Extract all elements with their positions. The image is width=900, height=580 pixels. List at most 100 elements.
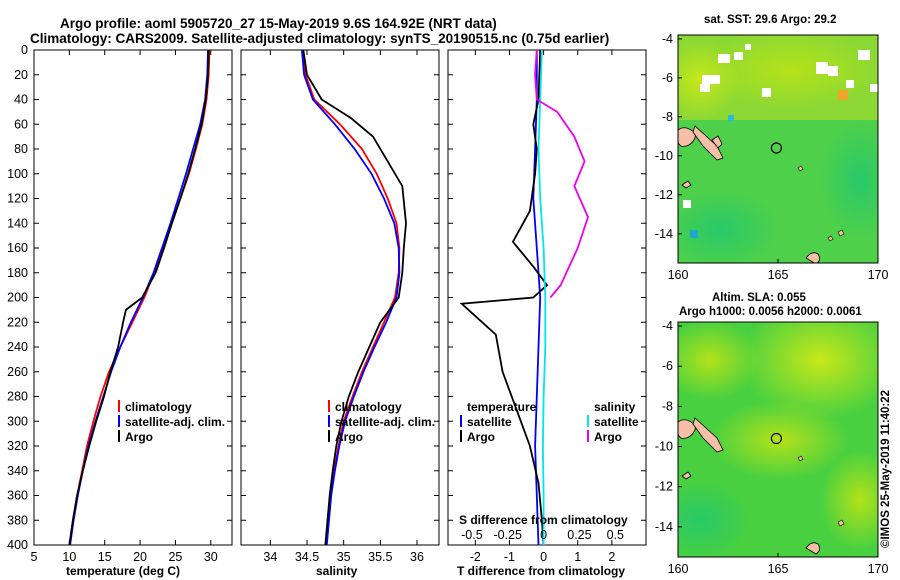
x-tick-label: 5 bbox=[31, 550, 38, 564]
s-difference-axis-label: S difference from climatology bbox=[459, 513, 628, 527]
depth-tick-label: 100 bbox=[7, 167, 28, 181]
depth-tick-label: 20 bbox=[14, 68, 28, 82]
s-diff-tick-label: -0.5 bbox=[461, 528, 483, 542]
x-tick-label: 15 bbox=[98, 550, 112, 564]
depth-axis: 0 20 40 60 80 100 120 140 160 180 200 220 240 260 280 3… bbox=[7, 43, 646, 552]
series-line-satellite-adj-clim- bbox=[301, 50, 401, 545]
depth-tick-label: 160 bbox=[7, 241, 28, 255]
depth-tick-label: 0 bbox=[21, 43, 28, 57]
map-y-tick-label: -8 bbox=[662, 110, 673, 124]
argo-position-marker bbox=[770, 142, 783, 154]
map-y-tick-label: -6 bbox=[662, 71, 673, 85]
t-difference-axis-label: T difference from climatology bbox=[457, 564, 625, 578]
sla-map-axes: 160 165 170 -4 -6 -8 -10 -12 -14 bbox=[655, 319, 889, 576]
depth-tick-label: 120 bbox=[7, 192, 28, 206]
depth-tick-label: 220 bbox=[7, 315, 28, 329]
legend-t-satellite-label: satellite bbox=[467, 415, 512, 429]
depth-tick-label: 60 bbox=[14, 117, 28, 131]
sla-map-subtitle: Argo h1000: 0.0056 h2000: 0.0061 bbox=[679, 306, 862, 318]
map-y-tick-label: -14 bbox=[655, 520, 673, 534]
legend-s-satellite-label: satellite bbox=[594, 415, 639, 429]
x-tick-label: 34.5 bbox=[295, 550, 319, 564]
salinity-plot-frame bbox=[240, 49, 440, 546]
legend-satellite-label: satellite-adj. clim. bbox=[335, 415, 435, 429]
series-line-s-argo bbox=[534, 50, 589, 299]
temperature-legend: climatology satellite-adj. clim. Argo bbox=[118, 400, 225, 444]
temperature-lines bbox=[68, 50, 211, 545]
temperature-x-axis: 5 10 15 20 25 30 bbox=[31, 50, 218, 564]
series-line-argo bbox=[68, 50, 210, 545]
map-x-tick-label: 165 bbox=[768, 268, 789, 282]
temperature-axis-label: temperature (deg C) bbox=[66, 564, 180, 578]
series-line-t-argo bbox=[459, 50, 549, 545]
x-tick-label: 35 bbox=[337, 550, 351, 564]
s-diff-tick-label: 0.5 bbox=[607, 528, 624, 542]
series-line-s-satellite bbox=[537, 50, 547, 545]
s-diff-tick-label: 0 bbox=[540, 528, 547, 542]
sla-map-title: Altim. SLA: 0.055 bbox=[712, 292, 807, 304]
difference-lines bbox=[459, 50, 589, 545]
depth-tick-label: 400 bbox=[7, 538, 28, 552]
salinity-x-axis: 34 34.5 35 35.5 36 bbox=[263, 50, 424, 564]
figure-title-line1: Argo profile: aoml 5905720_27 15-May-201… bbox=[60, 16, 497, 31]
map-y-tick-label: -8 bbox=[662, 399, 673, 413]
legend-s-argo-label: Argo bbox=[594, 430, 622, 444]
depth-tick-label: 260 bbox=[7, 365, 28, 379]
s-difference-tick-labels: -0.5 -0.25 0 0.25 0.5 bbox=[461, 528, 624, 542]
depth-tick-label: 340 bbox=[7, 464, 28, 478]
sst-map-title: sat. SST: 29.6 Argo: 29.2 bbox=[704, 14, 837, 26]
series-line-argo bbox=[302, 50, 407, 545]
x-tick-label: 34 bbox=[263, 550, 277, 564]
map-x-tick-label: 160 bbox=[668, 268, 689, 282]
legend-satellite-label: satellite-adj. clim. bbox=[125, 415, 225, 429]
figure-title-line2: Climatology: CARS2009. Satellite-adjuste… bbox=[30, 31, 609, 46]
map-y-tick-label: -4 bbox=[662, 32, 673, 46]
depth-tick-label: 320 bbox=[7, 439, 28, 453]
x-tick-label: 36 bbox=[410, 550, 424, 564]
legend-temperature-title: temperature bbox=[467, 400, 537, 414]
map-y-tick-label: -12 bbox=[655, 188, 673, 202]
depth-tick-label: 200 bbox=[7, 291, 28, 305]
depth-tick-label: 380 bbox=[7, 513, 28, 527]
map-y-tick-label: -12 bbox=[655, 480, 673, 494]
sst-map-axes: 160 165 170 -4 -6 -8 -10 -12 -14 bbox=[655, 32, 889, 282]
difference-legend: temperature satellite Argo salinity sate… bbox=[460, 400, 639, 444]
map-x-tick-label: 170 bbox=[868, 268, 889, 282]
legend-salinity-title: salinity bbox=[594, 400, 636, 414]
legend-t-argo-label: Argo bbox=[467, 430, 495, 444]
depth-tick-label: 280 bbox=[7, 390, 28, 404]
x-tick-label: 2 bbox=[608, 550, 615, 564]
x-tick-label: 10 bbox=[62, 550, 76, 564]
depth-tick-label: 180 bbox=[7, 266, 28, 280]
difference-plot-frame bbox=[447, 49, 647, 546]
s-diff-tick-label: -0.25 bbox=[493, 528, 522, 542]
s-diff-tick-label: 0.25 bbox=[567, 528, 591, 542]
map-x-tick-label: 170 bbox=[868, 562, 889, 576]
x-tick-label: 35.5 bbox=[368, 550, 392, 564]
legend-climatology-label: climatology bbox=[125, 400, 192, 414]
legend-argo-label: Argo bbox=[125, 430, 153, 444]
depth-tick-label: 300 bbox=[7, 414, 28, 428]
map-x-tick-label: 165 bbox=[768, 562, 789, 576]
map-y-tick-label: -4 bbox=[662, 319, 673, 333]
salinity-legend: climatology satellite-adj. clim. Argo bbox=[328, 400, 435, 444]
depth-tick-label: 240 bbox=[7, 340, 28, 354]
map-y-tick-label: -10 bbox=[655, 440, 673, 454]
x-tick-label: 0 bbox=[540, 550, 547, 564]
map-y-tick-label: -10 bbox=[655, 149, 673, 163]
argo-position-marker bbox=[770, 432, 783, 445]
map-y-tick-label: -6 bbox=[662, 359, 673, 373]
depth-tick-label: 80 bbox=[14, 142, 28, 156]
legend-argo-label: Argo bbox=[335, 430, 363, 444]
timestamp: ©IMOS 25-May-2019 11:40:22 bbox=[880, 389, 892, 548]
series-line-t-satellite bbox=[532, 50, 542, 545]
map-x-tick-label: 160 bbox=[668, 562, 689, 576]
x-tick-label: -2 bbox=[470, 550, 481, 564]
map-y-tick-label: -14 bbox=[655, 227, 673, 241]
x-tick-label: 25 bbox=[168, 550, 182, 564]
legend-climatology-label: climatology bbox=[335, 400, 402, 414]
salinity-axis-label: salinity bbox=[316, 564, 358, 578]
x-tick-label: 20 bbox=[133, 550, 147, 564]
x-tick-label: -1 bbox=[504, 550, 515, 564]
